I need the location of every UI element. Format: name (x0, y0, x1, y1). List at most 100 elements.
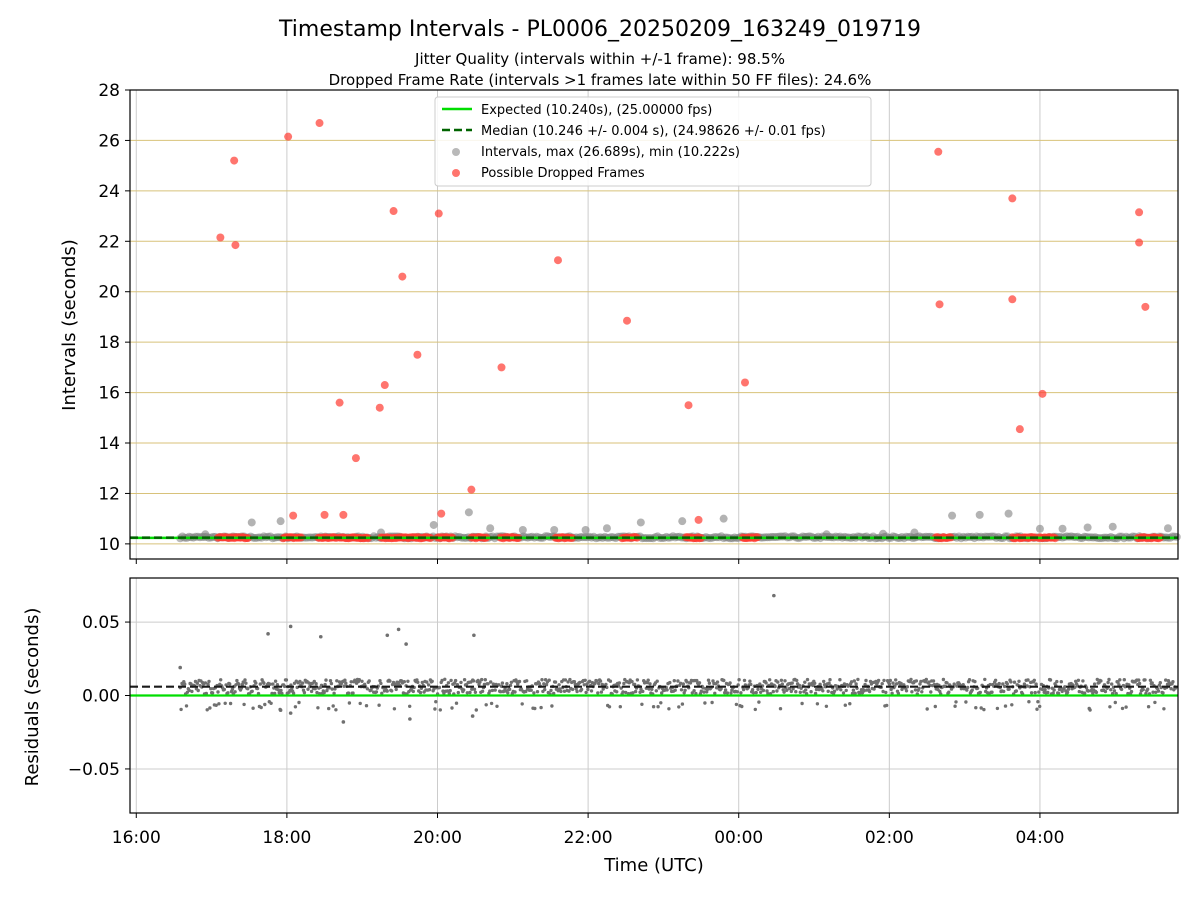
residual-point (771, 689, 775, 694)
residual-point (279, 688, 283, 693)
residual-point (826, 689, 830, 693)
residual-point (520, 702, 524, 706)
residual-point (622, 681, 626, 686)
residual-point (997, 681, 1001, 686)
residual-point (402, 680, 406, 684)
residual-point (324, 678, 328, 682)
residual-point (707, 681, 712, 685)
residual-point (1164, 678, 1168, 682)
residual-point (1169, 687, 1173, 691)
residual-point (794, 690, 798, 694)
residual-point (853, 691, 857, 695)
residual-point (647, 687, 651, 691)
residual-point (306, 687, 310, 691)
residual-point (593, 681, 597, 685)
residual-point (411, 689, 415, 694)
residual-point (797, 683, 802, 688)
residual-point (547, 678, 551, 682)
residual-point (818, 682, 822, 686)
residual-point (931, 679, 936, 683)
interval-point (1163, 524, 1172, 533)
residual-point (941, 677, 946, 682)
residual-point (978, 690, 982, 695)
residual-point (839, 688, 843, 692)
residual-point (1086, 689, 1091, 693)
residual-point (608, 679, 613, 683)
residual-point (290, 687, 294, 691)
residual-point (630, 679, 634, 684)
residual-point (772, 593, 776, 598)
residual-point (1129, 689, 1134, 694)
residuals-y-tick-label: −0.05 (68, 760, 120, 780)
residual-point (1046, 690, 1050, 695)
residual-point (328, 679, 333, 683)
residual-point (919, 679, 923, 684)
residual-point (517, 679, 522, 684)
intervals-y-ticks: 10 12 14 16 18 20 22 24 26 28 (98, 81, 130, 555)
residual-point (740, 704, 744, 709)
residual-point (742, 678, 747, 683)
residual-point (228, 701, 233, 706)
residual-point (660, 691, 664, 695)
interval-point (1108, 522, 1117, 531)
residual-point (406, 679, 410, 683)
residual-point (1037, 690, 1041, 694)
residual-point (331, 704, 335, 708)
residual-point (251, 706, 255, 710)
residual-point (739, 691, 743, 695)
legend-intervals-swatch (452, 148, 460, 156)
residual-point (815, 702, 820, 706)
residual-point (1116, 680, 1120, 684)
residual-point (749, 682, 753, 687)
intervals-x-ticks (135, 559, 1041, 564)
residual-point (1074, 679, 1078, 683)
residual-point (453, 678, 458, 683)
residual-point (809, 690, 813, 694)
residual-point (838, 678, 842, 682)
residual-point (208, 706, 212, 710)
residual-point (430, 679, 434, 683)
residual-point (438, 708, 442, 712)
residual-point (1038, 704, 1042, 709)
residual-point (955, 684, 959, 688)
residual-point (217, 702, 221, 706)
residual-point (710, 700, 714, 705)
residual-point (656, 705, 660, 709)
residual-point (617, 681, 622, 685)
residual-point (420, 680, 424, 685)
residual-point (618, 705, 622, 709)
residual-point (1063, 685, 1067, 689)
residual-point (804, 688, 808, 692)
residual-point (288, 711, 293, 715)
residual-point (888, 678, 892, 683)
residual-point (1001, 682, 1005, 686)
residual-point (854, 682, 858, 686)
residual-point (761, 688, 766, 693)
residual-point (358, 701, 362, 706)
residual-point (896, 691, 901, 696)
residual-point (641, 689, 645, 694)
residual-point (1103, 689, 1108, 694)
residual-point (262, 681, 266, 685)
residual-point (573, 682, 577, 687)
residual-point (416, 680, 420, 684)
residual-point (856, 677, 860, 682)
residual-point (195, 681, 199, 685)
residual-point (954, 700, 958, 704)
residual-point (1137, 681, 1142, 686)
residual-point (1025, 684, 1029, 688)
residual-point (715, 680, 720, 684)
residual-point (703, 701, 707, 705)
residual-point (633, 689, 638, 694)
residual-point (775, 689, 779, 693)
residual-point (917, 686, 921, 690)
residual-point (426, 683, 431, 687)
residual-point (974, 706, 978, 710)
residual-point (679, 688, 684, 692)
residuals-y-tick-label: 0.05 (82, 613, 120, 633)
residual-point (468, 690, 472, 695)
residual-point (266, 632, 270, 636)
residual-point (947, 690, 951, 694)
residual-point (537, 681, 541, 686)
residual-point (680, 702, 685, 706)
